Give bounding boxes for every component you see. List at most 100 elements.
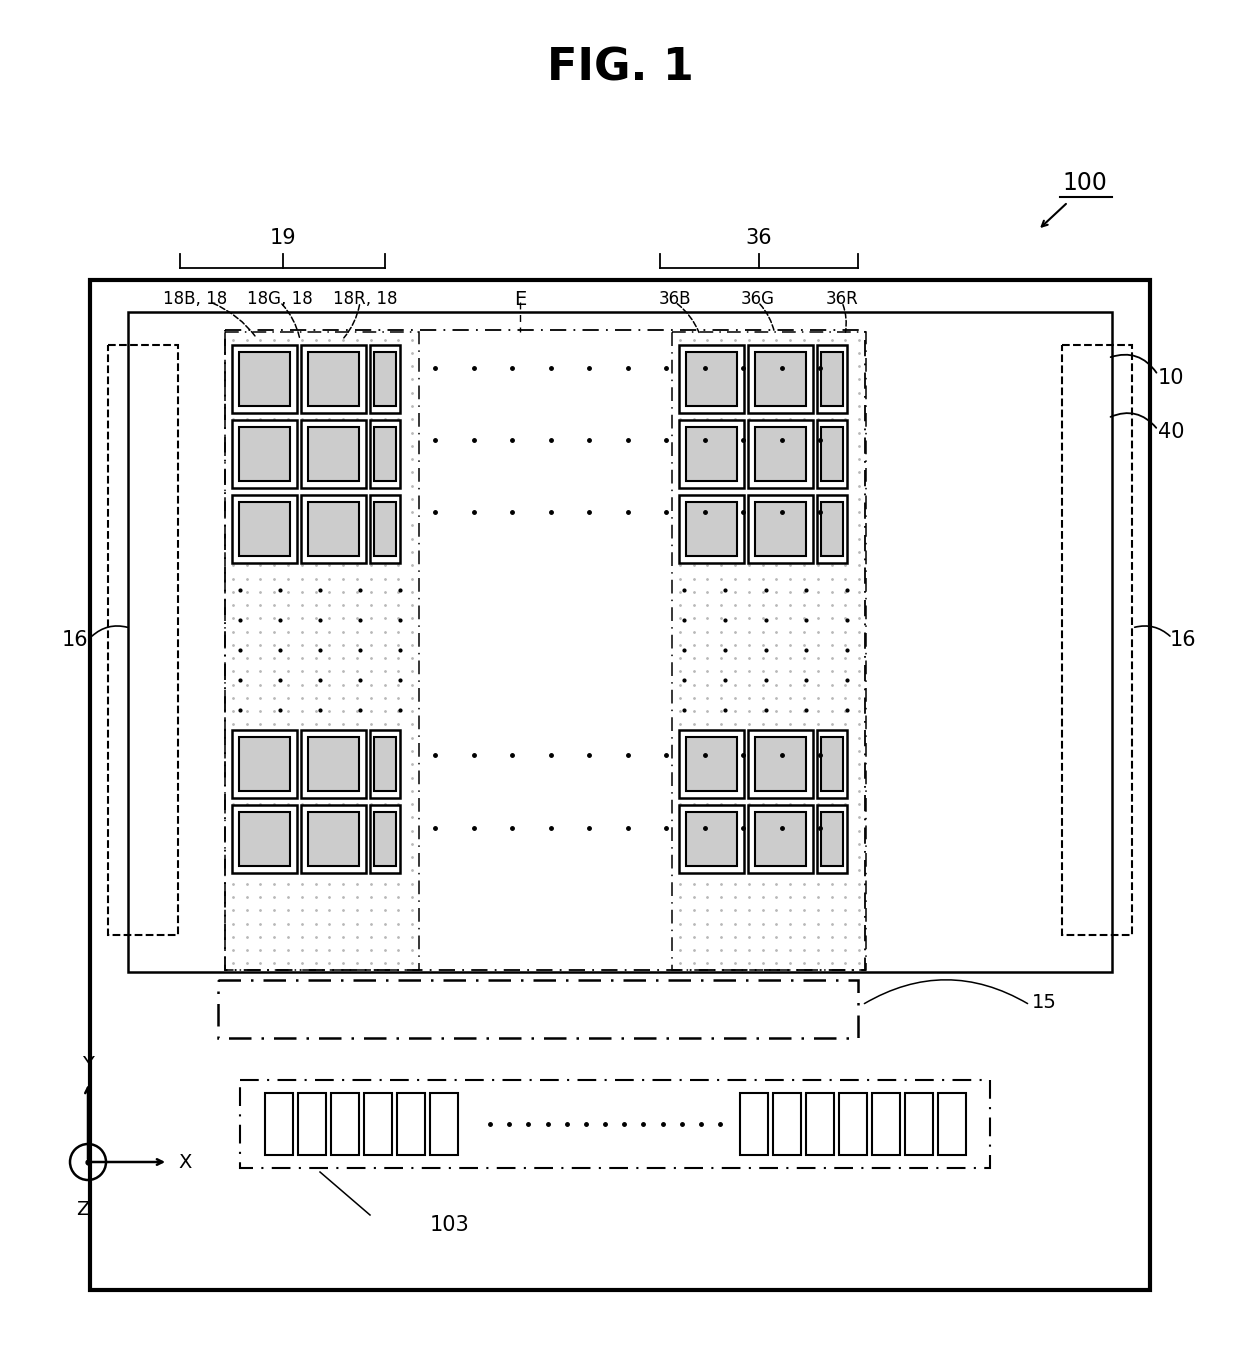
Bar	[686, 737, 737, 791]
Bar	[239, 502, 290, 556]
Text: 36: 36	[745, 228, 773, 247]
Bar	[821, 737, 843, 791]
Bar	[821, 502, 843, 556]
Bar	[374, 502, 396, 556]
Bar	[91, 280, 1149, 1290]
Bar	[686, 427, 737, 481]
Bar	[232, 730, 298, 798]
Bar	[817, 730, 847, 798]
Bar	[224, 333, 419, 969]
Bar	[817, 345, 847, 412]
Bar	[241, 1080, 990, 1168]
Text: 18R, 18: 18R, 18	[332, 289, 397, 308]
Text: 36R: 36R	[826, 289, 858, 308]
Bar	[755, 427, 806, 481]
Bar	[817, 804, 847, 873]
Bar	[839, 1092, 867, 1155]
Text: X: X	[179, 1152, 191, 1171]
Bar	[224, 330, 866, 969]
Bar	[301, 345, 366, 412]
Bar	[755, 502, 806, 556]
Bar	[232, 495, 298, 562]
Bar	[370, 420, 401, 488]
Bar	[365, 1092, 392, 1155]
Text: FIG. 1: FIG. 1	[547, 46, 693, 89]
Text: 15: 15	[1032, 992, 1056, 1011]
Bar	[755, 352, 806, 406]
Bar	[773, 1092, 801, 1155]
Bar	[232, 420, 298, 488]
Bar	[680, 345, 744, 412]
Bar	[301, 420, 366, 488]
Text: 40: 40	[1158, 422, 1184, 442]
Bar	[748, 495, 813, 562]
Bar	[239, 352, 290, 406]
Bar	[672, 333, 866, 969]
Text: E: E	[513, 289, 526, 310]
Bar	[817, 420, 847, 488]
Bar	[239, 427, 290, 481]
Bar	[239, 813, 290, 867]
Text: 18B, 18: 18B, 18	[162, 289, 227, 308]
Bar	[370, 345, 401, 412]
Bar	[905, 1092, 932, 1155]
Text: 18G, 18: 18G, 18	[247, 289, 312, 308]
Text: Y: Y	[82, 1055, 94, 1073]
Bar	[308, 502, 360, 556]
Text: 36G: 36G	[742, 289, 775, 308]
Bar	[232, 804, 298, 873]
Bar	[301, 495, 366, 562]
Bar	[128, 312, 1112, 972]
Bar	[308, 813, 360, 867]
Bar	[370, 495, 401, 562]
Bar	[430, 1092, 458, 1155]
Text: 103: 103	[430, 1215, 470, 1234]
Bar	[821, 813, 843, 867]
Bar	[686, 813, 737, 867]
Text: 10: 10	[1158, 368, 1184, 388]
Bar	[748, 804, 813, 873]
Bar	[374, 813, 396, 867]
Bar	[301, 730, 366, 798]
Bar	[298, 1092, 326, 1155]
Bar	[232, 345, 298, 412]
Bar	[301, 804, 366, 873]
Bar	[748, 420, 813, 488]
Bar	[374, 737, 396, 791]
Bar	[755, 813, 806, 867]
Bar	[817, 495, 847, 562]
Bar	[1061, 345, 1132, 936]
Bar	[308, 427, 360, 481]
Bar	[308, 352, 360, 406]
Bar	[680, 730, 744, 798]
Bar	[748, 730, 813, 798]
Bar	[265, 1092, 293, 1155]
Bar	[370, 730, 401, 798]
Bar	[748, 345, 813, 412]
Bar	[331, 1092, 360, 1155]
Bar	[740, 1092, 768, 1155]
Text: 16: 16	[1171, 630, 1197, 650]
Bar	[686, 352, 737, 406]
Bar	[680, 420, 744, 488]
Text: Z: Z	[77, 1201, 89, 1220]
Bar	[821, 427, 843, 481]
Bar	[108, 345, 179, 936]
Text: 100: 100	[1063, 170, 1107, 195]
Bar	[686, 502, 737, 556]
Bar	[937, 1092, 966, 1155]
Bar	[806, 1092, 835, 1155]
Bar	[397, 1092, 425, 1155]
Bar	[680, 495, 744, 562]
Bar	[821, 352, 843, 406]
Bar	[370, 804, 401, 873]
Bar	[755, 737, 806, 791]
Bar	[680, 804, 744, 873]
Bar	[872, 1092, 900, 1155]
Bar	[374, 352, 396, 406]
Bar	[308, 737, 360, 791]
Bar	[374, 427, 396, 481]
Bar	[218, 980, 858, 1038]
Text: 36B: 36B	[658, 289, 691, 308]
Text: 16: 16	[62, 630, 88, 650]
